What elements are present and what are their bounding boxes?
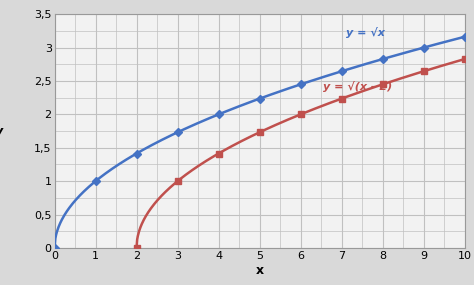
Text: y = √x: y = √x (346, 27, 384, 38)
Text: y = √(x - 2): y = √(x - 2) (323, 81, 392, 92)
X-axis label: x: x (255, 264, 264, 276)
Text: y: y (0, 125, 3, 138)
